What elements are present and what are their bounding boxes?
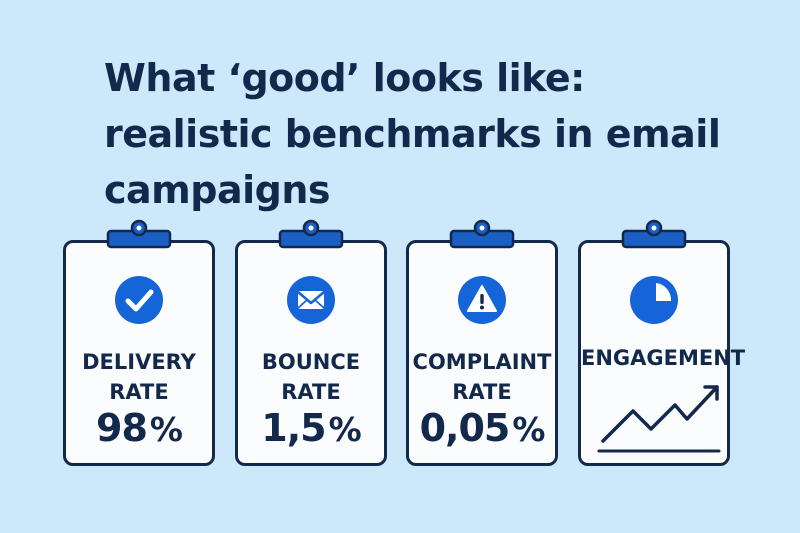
clipboard-clip-icon xyxy=(106,219,172,249)
checkmark-icon xyxy=(115,276,163,324)
page-title: What ‘good’ looks like: realistic benchm… xyxy=(104,50,764,218)
title-line-3: campaigns xyxy=(104,168,331,212)
title-line-2: realistic benchmarks in email xyxy=(104,112,721,156)
delivery-rate-card: DELIVERY RATE 98% xyxy=(63,219,215,466)
rising-trend-icon xyxy=(597,385,721,453)
engagement-card: ENGAGEMENT xyxy=(578,219,746,466)
delivery-rate-label: DELIVERY RATE xyxy=(82,350,196,404)
pie-chart-icon xyxy=(630,276,678,324)
complaint-rate-card: COMPLAINT RATE 0,05% xyxy=(406,219,558,466)
complaint-rate-label: COMPLAINT RATE xyxy=(412,350,552,404)
clipboard-clip-icon xyxy=(278,219,344,249)
delivery-rate-value: 98% xyxy=(96,406,183,450)
title-line-1: What ‘good’ looks like: xyxy=(104,56,585,100)
bounce-rate-value: 1,5% xyxy=(261,406,361,450)
bounce-rate-card: BOUNCE RATE 1,5% xyxy=(235,219,387,466)
clipboard-clip-icon xyxy=(621,219,687,249)
clipboard-clip-icon xyxy=(449,219,515,249)
engagement-label: ENGAGEMENT xyxy=(581,346,746,370)
warning-icon xyxy=(458,276,506,324)
complaint-rate-value: 0,05% xyxy=(419,406,546,450)
envelope-icon xyxy=(287,276,335,324)
bounce-rate-label: BOUNCE RATE xyxy=(261,350,361,404)
